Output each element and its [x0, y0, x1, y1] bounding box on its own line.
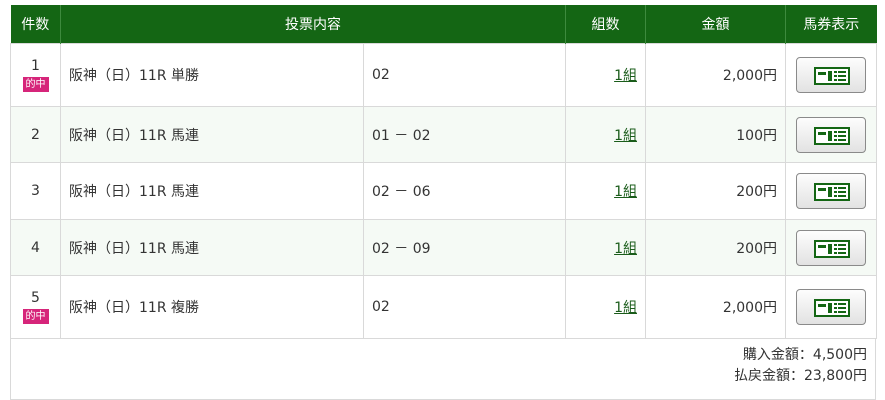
show-ticket-button[interactable]	[796, 116, 866, 153]
row-number-text: 4	[31, 239, 40, 256]
payout-total: 払戻金額：23,800円	[734, 368, 867, 384]
selection-cell: 02	[363, 275, 566, 339]
header-row: 件数 投票内容 組数 金額 馬券表示	[10, 5, 877, 44]
ticket-cell	[785, 162, 877, 220]
ticket-icon	[814, 126, 850, 145]
hit-badge: 的中	[22, 309, 49, 324]
selection-cell: 02 － 09	[363, 219, 566, 276]
sets-cell: 1組	[565, 106, 646, 163]
selection-cell: 02 － 06	[363, 162, 566, 220]
header-ticket: 馬券表示	[785, 5, 877, 44]
row-number-text: 1	[31, 58, 40, 74]
row-number: 1 的中	[10, 43, 61, 107]
ticket-cell	[785, 275, 877, 339]
sets-cell: 1組	[565, 219, 646, 276]
sets-link[interactable]: 1組	[614, 240, 637, 257]
show-ticket-button[interactable]	[796, 289, 866, 325]
ticket-icon	[814, 183, 850, 201]
sets-link[interactable]: 1組	[614, 184, 637, 200]
hit-badge: 的中	[22, 77, 49, 92]
row-number: 2	[10, 106, 61, 163]
amount-cell: 100円	[645, 106, 786, 163]
sets-cell: 1組	[565, 43, 646, 107]
race-cell: 阪神（日）11R 馬連	[60, 106, 364, 163]
sets-cell: 1組	[565, 275, 646, 339]
race-cell: 阪神（日）11R 複勝	[60, 275, 364, 339]
row-number: 5 的中	[10, 275, 61, 339]
row-number-text: 2	[31, 126, 40, 143]
amount-cell: 200円	[645, 162, 786, 220]
amount-cell: 2,000円	[645, 275, 786, 339]
row-number: 4	[10, 219, 61, 276]
header-amount: 金額	[645, 5, 786, 44]
selection-cell: 01 － 02	[363, 106, 566, 163]
race-cell: 阪神（日）11R 単勝	[60, 43, 364, 107]
amount-cell: 2,000円	[645, 43, 786, 107]
ticket-cell	[785, 43, 877, 107]
amount-cell: 200円	[645, 219, 786, 276]
race-cell: 阪神（日）11R 馬連	[60, 162, 364, 220]
row-number-text: 5	[31, 290, 40, 306]
bet-table: 件数 投票内容 組数 金額 馬券表示 1 的中 阪神（日）11R 単勝 02 1組…	[10, 5, 877, 339]
ticket-cell	[785, 106, 877, 163]
table-row: 5 的中 阪神（日）11R 複勝 02 1組 2,000円	[10, 275, 877, 339]
table-row: 1 的中 阪神（日）11R 単勝 02 1組 2,000円	[10, 43, 877, 107]
sets-link[interactable]: 1組	[614, 127, 637, 144]
show-ticket-button[interactable]	[796, 229, 866, 266]
table-row: 2 阪神（日）11R 馬連 01 － 02 1組 100円	[10, 106, 877, 163]
header-count: 件数	[10, 5, 61, 44]
header-content: 投票内容	[60, 5, 566, 44]
ticket-icon	[814, 239, 850, 258]
ticket-icon	[814, 67, 850, 85]
ticket-cell	[785, 219, 877, 276]
show-ticket-button[interactable]	[796, 57, 866, 93]
summary: 購入金額：4,500円 払戻金額：23,800円	[10, 339, 876, 400]
sets-link[interactable]: 1組	[614, 300, 637, 316]
bet-table-container: 件数 投票内容 組数 金額 馬券表示 1 的中 阪神（日）11R 単勝 02 1組…	[10, 5, 877, 400]
sets-link[interactable]: 1組	[614, 68, 637, 84]
purchase-total: 購入金額：4,500円	[742, 347, 867, 363]
show-ticket-button[interactable]	[796, 173, 866, 209]
selection-cell: 02	[363, 43, 566, 107]
table-row: 4 阪神（日）11R 馬連 02 － 09 1組 200円	[10, 219, 877, 276]
sets-cell: 1組	[565, 162, 646, 220]
race-cell: 阪神（日）11R 馬連	[60, 219, 364, 276]
table-row: 3 阪神（日）11R 馬連 02 － 06 1組 200円	[10, 162, 877, 220]
ticket-icon	[814, 299, 850, 317]
row-number-text: 3	[31, 183, 40, 199]
header-sets: 組数	[565, 5, 646, 44]
row-number: 3	[10, 162, 61, 220]
